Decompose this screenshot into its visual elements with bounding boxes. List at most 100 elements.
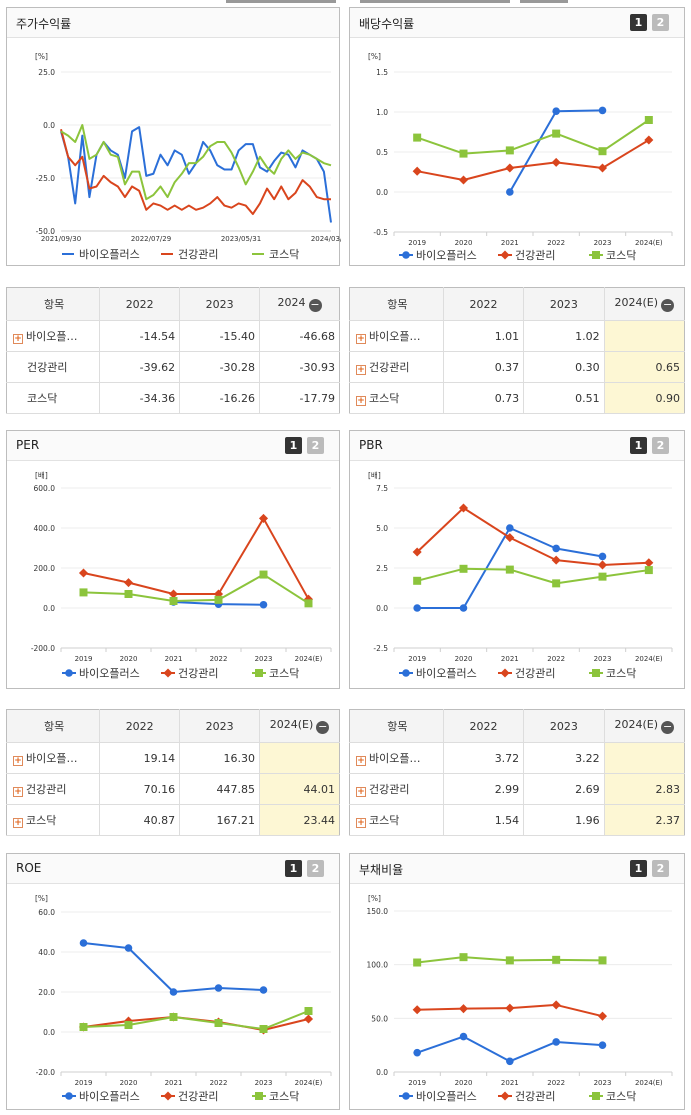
page-1-button[interactable]: 1 xyxy=(630,860,647,877)
legend-label: 바이오플러스 xyxy=(79,1090,140,1103)
collapse-icon[interactable]: − xyxy=(661,298,675,312)
data-point xyxy=(552,579,561,588)
series-health xyxy=(412,503,654,570)
y-tick-label: 5.0 xyxy=(376,524,388,533)
column-header-label: 2022 xyxy=(469,297,498,311)
value-cell: 16.30 xyxy=(179,742,260,774)
y-unit-label: [배] xyxy=(35,471,48,480)
column-header-label: 2023 xyxy=(549,297,578,311)
data-point xyxy=(505,565,514,574)
collapse-icon[interactable]: − xyxy=(661,720,675,734)
data-point xyxy=(124,944,133,952)
data-point xyxy=(169,1013,178,1021)
legend-item-bio: 바이오플러스 xyxy=(399,667,477,680)
series-line xyxy=(83,942,264,993)
column-header-label: 2023 xyxy=(205,719,234,733)
data-point xyxy=(79,939,88,947)
x-tick-label: 2023 xyxy=(255,655,273,663)
row-label-cell[interactable]: + 코스닥 xyxy=(6,804,100,836)
x-tick-label: 2020 xyxy=(455,239,473,247)
column-header-label: 항목 xyxy=(387,298,408,311)
expand-icon[interactable]: + xyxy=(356,787,366,797)
debt-ratio-chart: [%] 150.0 100.0 50.0 0.0 2019 2020 2021 2022 2023… xyxy=(367,894,673,1103)
page-2-button[interactable]: 2 xyxy=(307,860,324,877)
page-2-button[interactable]: 2 xyxy=(307,437,324,454)
y-tick-label: 400.0 xyxy=(34,524,56,533)
series-line xyxy=(416,139,650,181)
page-2-button[interactable]: 2 xyxy=(652,14,669,31)
expand-icon[interactable]: + xyxy=(356,365,366,375)
expand-icon[interactable]: + xyxy=(356,756,366,766)
legend-label: 코스닥 xyxy=(606,1090,636,1103)
expand-icon[interactable]: + xyxy=(356,396,366,406)
y-tick-label: 0.0 xyxy=(376,188,388,197)
data-point xyxy=(459,953,468,962)
expand-icon[interactable]: + xyxy=(13,756,23,766)
legend-label: 건강관리 xyxy=(515,249,555,262)
table-row: 코스닥 -34.36 -16.26 -17.79 xyxy=(6,382,340,414)
row-label-cell[interactable]: + 건강관리 xyxy=(349,351,444,383)
data-point xyxy=(255,669,263,677)
row-label-cell[interactable]: + 바이오플… xyxy=(349,320,444,352)
x-tick-label: 2023 xyxy=(594,1079,612,1087)
legend-item-health: 건강관리 xyxy=(498,249,555,262)
expand-icon[interactable]: + xyxy=(13,334,23,344)
y-unit-label: [%] xyxy=(368,894,381,903)
value-cell: -17.79 xyxy=(259,382,340,414)
x-tick-label: 2022 xyxy=(547,239,565,247)
value-cell: 44.01 xyxy=(259,773,340,805)
row-label-cell[interactable]: + 코스닥 xyxy=(349,804,444,836)
data-point xyxy=(506,524,514,532)
expand-icon[interactable]: + xyxy=(13,818,23,828)
value-cell: -34.36 xyxy=(99,382,180,414)
collapse-icon[interactable]: − xyxy=(316,720,330,734)
data-point xyxy=(412,1005,422,1015)
page-1-button[interactable]: 1 xyxy=(285,860,302,877)
data-point xyxy=(552,544,560,553)
row-label-cell[interactable]: + 바이오플… xyxy=(6,742,100,774)
collapse-icon[interactable]: − xyxy=(308,298,322,312)
value-cell: 2.99 xyxy=(442,773,524,805)
column-header-label: 2024(E) xyxy=(614,296,659,309)
page-1-button[interactable]: 1 xyxy=(285,437,302,454)
legend-item-bio: 바이오플러스 xyxy=(62,248,140,261)
legend-label: 바이오플러스 xyxy=(79,667,140,680)
data-point xyxy=(505,163,515,173)
page-1-button[interactable]: 1 xyxy=(630,14,647,31)
column-header: 2024(E) − xyxy=(603,709,685,743)
data-point xyxy=(592,1092,600,1100)
column-header-label: 항목 xyxy=(43,720,65,733)
expand-icon[interactable]: + xyxy=(356,818,366,828)
series-kosdaq xyxy=(79,1007,313,1033)
data-point xyxy=(458,175,469,185)
expand-icon[interactable]: + xyxy=(356,334,366,344)
legend-label: 코스닥 xyxy=(269,248,299,261)
data-point xyxy=(259,1025,268,1033)
expand-icon[interactable]: + xyxy=(13,787,23,797)
x-tick-label: 2024(E) xyxy=(635,239,663,247)
value-cell: 1.54 xyxy=(442,804,524,836)
panel-title: 배당수익률 xyxy=(359,17,415,31)
table-row: + 코스닥 40.87 167.21 23.44 xyxy=(6,804,340,836)
data-point xyxy=(255,1092,263,1100)
value-cell: 1.02 xyxy=(523,320,605,352)
legend-item-bio: 바이오플러스 xyxy=(62,1090,140,1103)
row-label: 건강관리 xyxy=(369,361,410,374)
page-2-button[interactable]: 2 xyxy=(652,437,669,454)
column-header: 2023 xyxy=(523,287,605,321)
row-label-cell[interactable]: + 건강관리 xyxy=(6,773,100,805)
page-2-button[interactable]: 2 xyxy=(652,860,669,877)
column-header: 항목 xyxy=(349,287,444,321)
legend-label: 코스닥 xyxy=(269,667,299,680)
row-label-cell[interactable]: + 바이오플… xyxy=(349,742,444,774)
page-1-button[interactable]: 1 xyxy=(630,437,647,454)
data-point xyxy=(506,188,514,196)
column-header: 항목 xyxy=(349,709,444,743)
y-tick-label: 100.0 xyxy=(367,961,389,970)
data-point xyxy=(552,955,561,964)
data-point xyxy=(592,669,600,677)
row-label-cell[interactable]: + 건강관리 xyxy=(349,773,444,805)
row-label-cell[interactable]: + 바이오플… xyxy=(6,320,100,352)
row-label-cell[interactable]: + 코스닥 xyxy=(349,382,444,414)
y-tick-label: -25.0 xyxy=(36,174,56,183)
